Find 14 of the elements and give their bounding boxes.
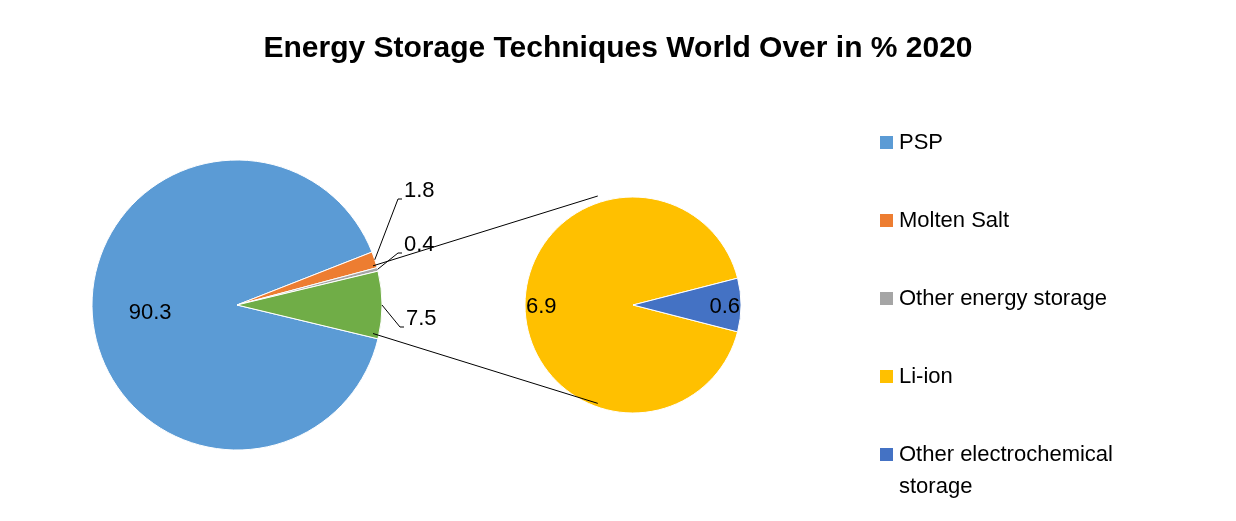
- chart-title: Energy Storage Techniques World Over in % 2020: [262, 30, 974, 64]
- data-label: 0.4: [404, 230, 435, 256]
- data-label: 90.3: [128, 298, 172, 324]
- legend-label: Li-ion: [899, 362, 953, 390]
- data-label: 7.5: [406, 304, 437, 330]
- data-label: 0.6: [709, 292, 741, 318]
- pie-slice: [524, 196, 739, 414]
- data-label: 1.8: [404, 176, 435, 202]
- legend-label: PSP: [899, 128, 944, 156]
- data-label: 6.9: [525, 292, 557, 318]
- legend-label: Molten Salt: [899, 206, 1010, 234]
- pie-slice: [91, 159, 379, 451]
- legend-label: Other energy storage: [899, 284, 1107, 312]
- legend-label: Other electrochemical storage: [899, 440, 1114, 500]
